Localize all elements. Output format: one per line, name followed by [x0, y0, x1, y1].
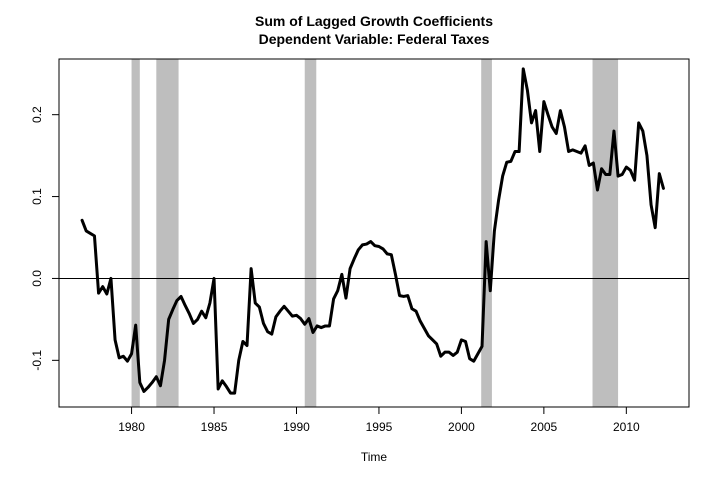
y-tick-label: 0.0: [30, 270, 44, 287]
series-line: [80, 67, 665, 395]
recession-band: [592, 59, 619, 407]
y-tick-label: -0.1: [30, 350, 44, 371]
chart-title: Sum of Lagged Growth Coefficients: [255, 13, 493, 29]
y-axis: -0.1 0.0 0.1 0.2: [30, 106, 60, 371]
x-tick-label: 2010: [613, 420, 640, 434]
chart-subtitle: Dependent Variable: Federal Taxes: [259, 31, 490, 47]
recession-bands: [131, 59, 619, 407]
recession-band: [481, 59, 492, 407]
x-tick-label: 1985: [201, 420, 228, 434]
recession-band: [156, 59, 179, 407]
x-tick-label: 1980: [118, 420, 145, 434]
x-tick-label: 1995: [366, 420, 393, 434]
x-tick-label: 2005: [531, 420, 558, 434]
x-axis-label: Time: [361, 450, 388, 464]
recession-band: [304, 59, 317, 407]
recession-band: [131, 59, 140, 407]
y-tick-label: 0.2: [30, 106, 44, 123]
y-tick-label: 0.1: [30, 188, 44, 205]
x-tick-label: 1990: [283, 420, 310, 434]
x-axis: 1980 1985 1990 1995 2000 2005 2010: [118, 406, 640, 434]
x-tick-label: 2000: [448, 420, 475, 434]
